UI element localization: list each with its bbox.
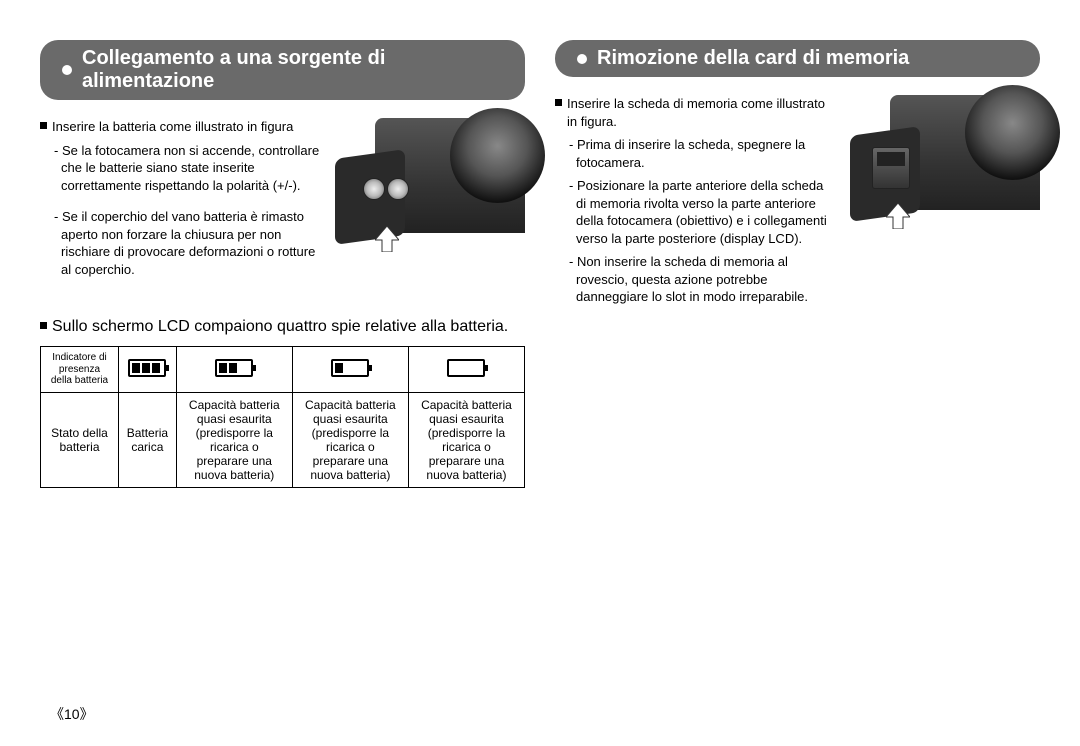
up-arrow-icon: [886, 203, 910, 229]
table-cell-c2: Capacità batteria quasi esaurita (predis…: [176, 392, 292, 487]
page-number: 《10》: [50, 704, 94, 724]
right-bullet-1: Inserire la scheda di memoria come illus…: [567, 95, 835, 130]
left-sub-1: - Se la fotocamera non si accende, contr…: [54, 142, 320, 195]
table-row2-label: Stato della batteria: [41, 392, 119, 487]
left-text-block: Inserire la batteria come illustrato in …: [40, 118, 320, 278]
battery-status-table: Indicatore di presenza della batteria: [40, 346, 525, 488]
battery-insert-illustration: [335, 118, 525, 248]
right-column: Rimozione della card di memoria Inserire…: [555, 40, 1040, 488]
right-title-bar: Rimozione della card di memoria: [555, 40, 1040, 77]
left-sub-2: - Se il coperchio del vano batteria è ri…: [54, 208, 320, 278]
right-title: Rimozione della card di memoria: [597, 47, 909, 70]
table-row1-label: Indicatore di presenza della batteria: [41, 347, 119, 393]
right-sub-1: - Prima di inserire la scheda, spegnere …: [569, 136, 835, 171]
battery-icon-one-bar: [292, 347, 408, 393]
left-title-bar: Collegamento a una sorgente di alimentaz…: [40, 40, 525, 100]
right-text-block: Inserire la scheda di memoria come illus…: [555, 95, 835, 306]
up-arrow-icon: [375, 226, 399, 252]
table-cell-c3: Capacità batteria quasi esaurita (predis…: [292, 392, 408, 487]
battery-icon-empty: [408, 347, 524, 393]
left-bullet-1: Inserire la batteria come illustrato in …: [52, 118, 293, 136]
square-bullet-icon: [555, 99, 562, 106]
memory-card-illustration: [850, 95, 1040, 225]
table-cell-c1: Batteria carica: [119, 392, 177, 487]
bullet-dot-icon: [577, 54, 587, 64]
square-bullet-icon: [40, 322, 47, 329]
right-sub-3: - Non inserire la scheda di memoria al r…: [569, 253, 835, 306]
table-cell-c4: Capacità batteria quasi esaurita (predis…: [408, 392, 524, 487]
left-title: Collegamento a una sorgente di alimentaz…: [82, 47, 503, 93]
square-bullet-icon: [40, 122, 47, 129]
lcd-indicators-text: Sullo schermo LCD compaiono quattro spie…: [40, 318, 525, 336]
battery-icon-two-bars: [176, 347, 292, 393]
bullet-dot-icon: [62, 65, 72, 75]
left-column: Collegamento a una sorgente di alimentaz…: [40, 40, 525, 488]
right-sub-2: - Posizionare la parte anteriore della s…: [569, 177, 835, 247]
battery-icon-full: [119, 347, 177, 393]
